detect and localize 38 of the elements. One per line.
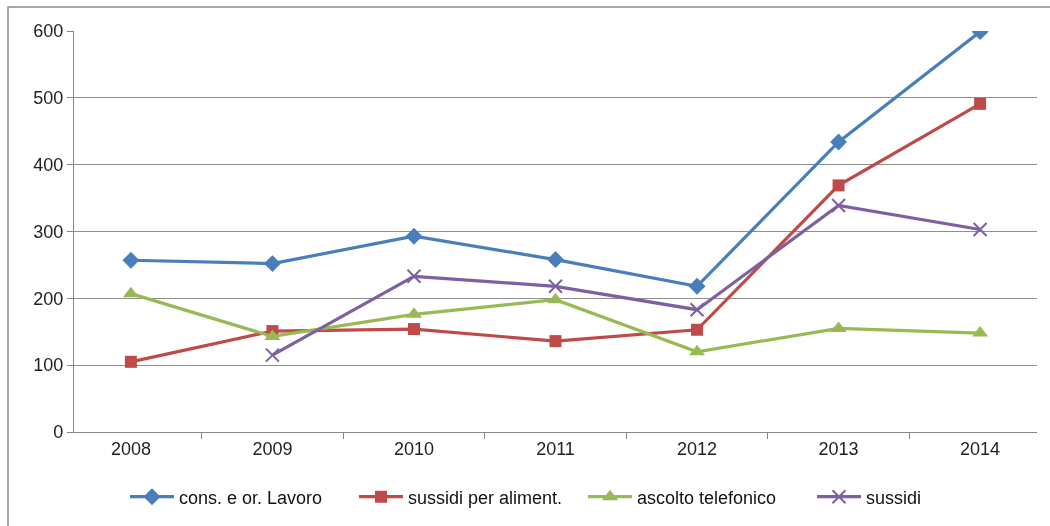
point — [406, 268, 422, 284]
legend-label: sussidi — [866, 487, 922, 508]
point — [972, 222, 988, 237]
point — [263, 255, 281, 273]
y-tick-label: 100 — [33, 355, 64, 376]
point — [549, 335, 562, 348]
point — [548, 278, 563, 294]
point — [122, 251, 140, 269]
legend-label: cons. e or. Lavoro — [179, 487, 323, 508]
legend-label: ascolto telefonico — [637, 487, 777, 508]
y-tick-label: 500 — [33, 88, 64, 109]
x-tick-label: 2008 — [110, 438, 151, 459]
point — [547, 292, 564, 304]
x-tick-label: 2013 — [818, 438, 859, 459]
point — [264, 347, 280, 363]
point — [124, 355, 137, 368]
y-tick-label: 0 — [53, 422, 64, 443]
x-tick-label: 2009 — [252, 438, 293, 459]
point — [830, 133, 848, 151]
y-tick-label: 200 — [33, 288, 64, 309]
point — [691, 323, 704, 336]
legend-label: sussidi per aliment. — [408, 487, 563, 508]
point — [547, 251, 564, 269]
point — [407, 323, 420, 336]
point — [688, 277, 706, 295]
x-tick-label: 2011 — [536, 438, 575, 459]
x-tick-label: 2014 — [960, 438, 1001, 459]
point — [974, 97, 987, 110]
x-tick-label: 2010 — [393, 438, 434, 459]
point — [689, 302, 705, 318]
point — [831, 197, 847, 213]
y-tick-label: 600 — [33, 21, 64, 42]
y-tick-label: 300 — [33, 221, 64, 242]
point — [832, 179, 845, 192]
point — [405, 227, 423, 245]
point — [122, 286, 139, 298]
x-tick-label: 2012 — [677, 438, 718, 459]
y-tick-label: 400 — [33, 154, 64, 175]
